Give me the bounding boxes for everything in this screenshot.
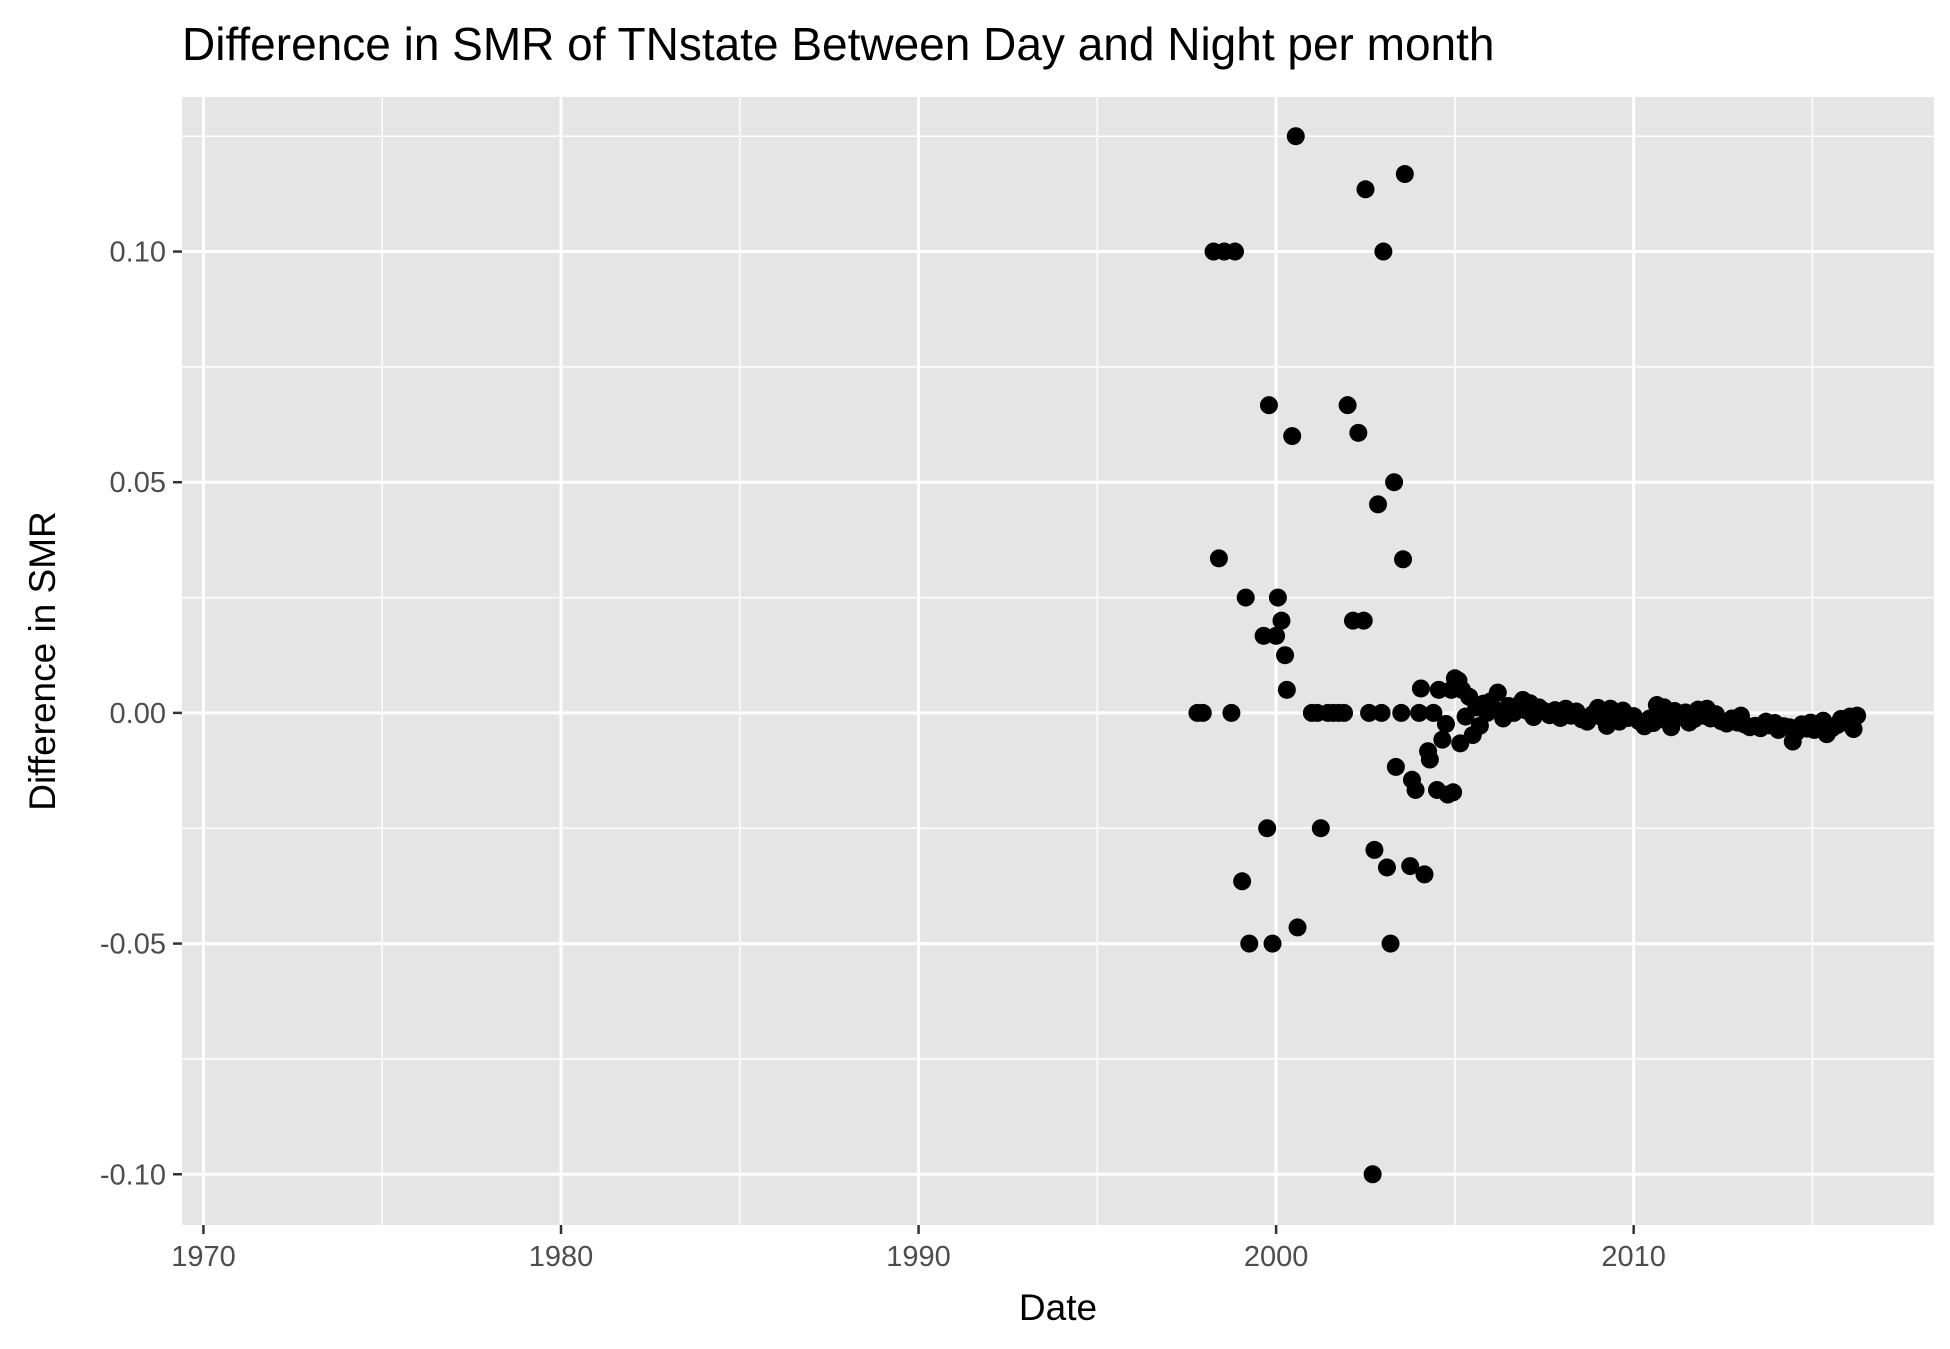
data-point — [1209, 549, 1228, 568]
data-point — [1268, 588, 1287, 607]
data-point — [1311, 819, 1330, 838]
data-point — [1848, 706, 1867, 725]
x-tick-label: 2000 — [1244, 1241, 1309, 1273]
minor-gridlines — [182, 97, 1934, 1225]
data-point — [1385, 473, 1404, 492]
data-point — [1254, 626, 1273, 645]
data-point — [1356, 180, 1375, 199]
data-point — [1263, 934, 1282, 953]
data-point — [1377, 858, 1396, 877]
data-point — [1444, 783, 1463, 802]
x-axis: 1970 1980 1990 2000 2010 — [171, 1225, 1666, 1273]
data-point — [1410, 703, 1429, 722]
x-tick-label: 1990 — [886, 1241, 951, 1273]
data-point — [1381, 934, 1400, 953]
data-point — [1401, 857, 1420, 876]
y-tick-label: -0.10 — [100, 1159, 166, 1191]
data-point — [1436, 714, 1455, 733]
x-tick-label: 2010 — [1601, 1241, 1666, 1273]
data-point — [1272, 611, 1291, 630]
data-point — [1288, 918, 1307, 937]
data-point — [1395, 165, 1414, 184]
data-point — [1222, 703, 1241, 722]
data-point — [1335, 703, 1354, 722]
data-point — [1267, 626, 1286, 645]
data-point — [1411, 679, 1430, 698]
data-point — [1429, 680, 1448, 699]
major-gridlines — [182, 97, 1934, 1225]
data-point — [1420, 750, 1439, 769]
data-point — [1392, 703, 1411, 722]
data-point — [1360, 703, 1379, 722]
data-point — [1259, 396, 1278, 415]
data-point — [1424, 703, 1443, 722]
data-point — [1277, 680, 1296, 699]
data-point — [1415, 865, 1434, 884]
y-tick-label: -0.05 — [100, 929, 166, 961]
y-tick-label: 0.10 — [110, 237, 166, 269]
x-axis-title: Date — [1019, 1287, 1097, 1328]
data-point — [1394, 550, 1413, 569]
data-point — [1372, 703, 1391, 722]
data-point — [1286, 127, 1305, 146]
data-point — [1363, 1165, 1382, 1184]
data-point — [1386, 757, 1405, 776]
data-point — [1365, 840, 1384, 859]
data-point — [1258, 819, 1277, 838]
data-point — [1193, 703, 1212, 722]
x-tick-label: 1970 — [171, 1241, 236, 1273]
data-points — [1188, 127, 1867, 1184]
data-point — [1488, 683, 1507, 702]
data-point — [1276, 646, 1295, 665]
data-point — [1283, 427, 1302, 446]
y-axis: -0.10 -0.05 0.00 0.05 0.10 — [100, 237, 182, 1191]
y-axis-title: Difference in SMR — [22, 511, 63, 811]
plot-panel — [182, 97, 1934, 1225]
y-tick-label: 0.00 — [110, 698, 166, 730]
data-point — [1369, 495, 1388, 514]
data-point — [1225, 242, 1244, 261]
data-point — [1433, 730, 1452, 749]
data-point — [1233, 872, 1252, 891]
data-point — [1354, 611, 1373, 630]
data-point — [1406, 780, 1425, 799]
x-tick-label: 1980 — [529, 1241, 594, 1273]
data-point — [1349, 423, 1368, 442]
data-point — [1338, 396, 1357, 415]
y-tick-label: 0.05 — [110, 467, 166, 499]
data-point — [1240, 934, 1259, 953]
chart-title: Difference in SMR of TNstate Between Day… — [182, 18, 1495, 70]
data-point — [1236, 588, 1255, 607]
data-point — [1374, 242, 1393, 261]
